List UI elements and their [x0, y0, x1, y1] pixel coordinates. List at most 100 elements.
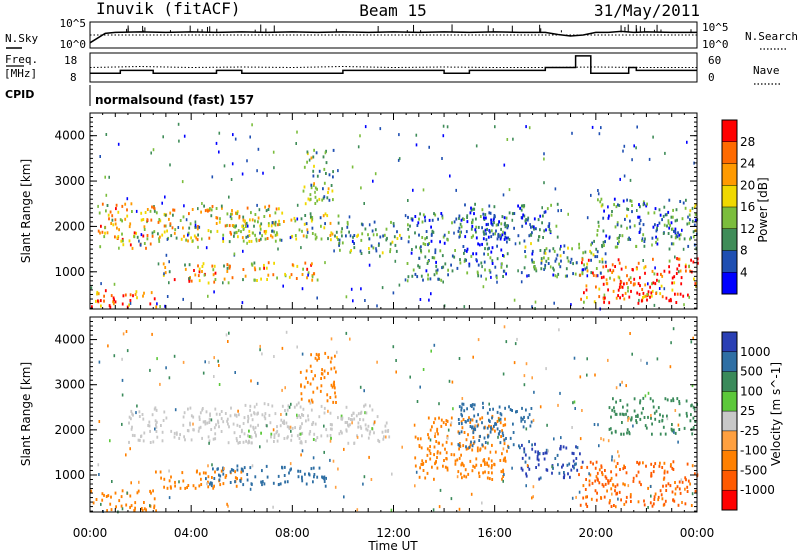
heatmap-cell: [436, 268, 439, 272]
heatmap-cell: [505, 272, 507, 276]
heatmap-cell: [466, 220, 469, 224]
heatmap-cell: [596, 233, 599, 237]
heatmap-cell: [222, 466, 224, 470]
heatmap-cell: [484, 470, 486, 474]
heatmap-cell: [670, 242, 673, 246]
heatmap-cell: [567, 246, 569, 250]
heatmap-cell: [273, 166, 275, 170]
heatmap-cell: [213, 375, 215, 378]
heatmap-cell: [593, 423, 596, 426]
heatmap-cell: [526, 274, 528, 278]
heatmap-cell: [463, 474, 466, 478]
heatmap-cell: [313, 182, 315, 186]
heatmap-cell: [279, 424, 282, 428]
heatmap-cell: [585, 284, 588, 288]
heatmap-cell: [478, 439, 481, 442]
heatmap-cell: [489, 230, 491, 234]
heatmap-cell: [674, 431, 677, 435]
heatmap-cell: [151, 332, 153, 336]
heatmap-cell: [245, 221, 248, 225]
heatmap-cell: [259, 348, 261, 352]
heatmap-cell: [599, 200, 602, 204]
heatmap-cell: [114, 235, 116, 239]
heatmap-cell: [505, 340, 508, 344]
heatmap-cell: [531, 252, 534, 256]
heatmap-cell: [543, 157, 545, 161]
power-colorbar-label: Power [dB]: [756, 177, 770, 242]
heatmap-cell: [314, 233, 317, 237]
heatmap-cell: [149, 441, 152, 444]
heatmap-cell: [642, 203, 645, 207]
heatmap-cell: [261, 483, 263, 487]
heatmap-cell: [477, 338, 480, 342]
heatmap-cell: [568, 462, 571, 466]
heatmap-cell: [673, 229, 675, 233]
heatmap-cell: [542, 452, 545, 456]
heatmap-cell: [329, 360, 332, 364]
heatmap-cell: [106, 204, 109, 207]
heatmap-cell: [503, 216, 506, 220]
heatmap-cell: [691, 464, 694, 468]
heatmap-cell: [464, 249, 466, 252]
heatmap-cell: [151, 413, 154, 417]
heatmap-cell: [345, 429, 348, 433]
heatmap-cell: [654, 417, 657, 421]
heatmap-cell: [239, 441, 241, 444]
heatmap-cell: [384, 424, 387, 428]
heatmap-cell: [488, 246, 490, 250]
heatmap-cell: [272, 505, 274, 509]
heatmap-cell: [522, 425, 525, 429]
heatmap-cell: [312, 183, 315, 187]
heatmap-cell: [145, 246, 147, 250]
heatmap-cell: [533, 390, 535, 394]
heatmap-cell: [352, 411, 355, 415]
heatmap-cell: [155, 408, 158, 412]
heatmap-cell: [364, 403, 367, 407]
heatmap-cell: [618, 454, 620, 458]
heatmap-cell: [242, 218, 245, 222]
heatmap-cell: [239, 479, 242, 483]
heatmap-cell: [438, 505, 441, 509]
heatmap-cell: [408, 235, 410, 239]
heatmap-cell: [538, 452, 541, 456]
heatmap-cell: [164, 195, 166, 199]
heatmap-cell: [124, 202, 127, 206]
heatmap-cell: [266, 475, 269, 479]
heatmap-cell: [470, 254, 473, 258]
heatmap-cell: [357, 233, 359, 237]
heatmap-cell: [450, 263, 452, 267]
heatmap-cell: [332, 400, 335, 404]
heatmap-cell: [622, 482, 625, 486]
heatmap-cell: [668, 247, 671, 251]
heatmap-cell: [327, 237, 329, 241]
heatmap-cell: [579, 273, 582, 277]
heatmap-cell: [329, 434, 332, 437]
station-title: Inuvik (fitACF): [96, 0, 241, 18]
heatmap-cell: [651, 269, 654, 273]
heatmap-cell: [616, 245, 619, 249]
heatmap-cell: [471, 224, 474, 228]
heatmap-cell: [121, 393, 124, 397]
heatmap-cell: [322, 214, 325, 218]
heatmap-cell: [315, 235, 318, 239]
heatmap-cell: [641, 288, 644, 291]
heatmap-cell: [548, 228, 551, 231]
heatmap-cell: [201, 237, 203, 241]
heatmap-cell: [314, 186, 317, 190]
heatmap-cell: [629, 219, 631, 223]
heatmap-cell: [114, 218, 117, 222]
heatmap-cell: [670, 215, 673, 219]
heatmap-cell: [260, 222, 263, 226]
colorbar-tick-label: 24: [740, 157, 755, 171]
heatmap-cell: [463, 409, 466, 413]
heatmap-cell: [314, 356, 317, 360]
heatmap-cell: [182, 360, 185, 364]
heatmap-cell: [259, 445, 261, 449]
heatmap-cell: [506, 226, 509, 230]
heatmap-cell: [693, 205, 696, 209]
heatmap-cell: [463, 218, 465, 221]
heatmap-cell: [385, 227, 388, 231]
heatmap-cell: [442, 421, 445, 425]
heatmap-cell: [462, 444, 465, 448]
heatmap-cell: [471, 444, 474, 448]
